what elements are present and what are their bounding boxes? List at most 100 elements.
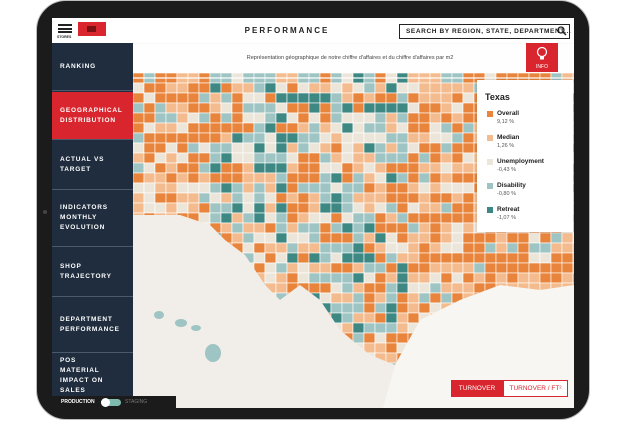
county [374, 202, 387, 214]
county [572, 342, 574, 354]
county [396, 222, 409, 234]
county [374, 152, 387, 164]
county [198, 212, 211, 224]
county [418, 122, 431, 134]
county [473, 302, 486, 314]
county [451, 162, 464, 174]
county [473, 272, 486, 284]
county [517, 362, 530, 365]
county [418, 362, 431, 365]
menu-icon[interactable] [58, 24, 72, 33]
legend-swatch [487, 111, 493, 117]
county [396, 142, 409, 154]
nav-item[interactable]: POS MATERIAL IMPACT ON SALES [52, 353, 133, 398]
county [176, 112, 189, 124]
county [330, 302, 343, 314]
nav-item-active[interactable]: GEOGRAPHICAL DISTRIBUTION [52, 92, 136, 140]
county [275, 252, 288, 264]
nav-label: ACTUAL VS TARGET [60, 155, 105, 173]
county [154, 152, 167, 164]
env-toggle[interactable] [101, 399, 121, 406]
search-box[interactable] [399, 24, 570, 39]
county [550, 332, 563, 344]
county [176, 82, 189, 94]
nav-item[interactable]: RANKING [52, 43, 133, 91]
county [352, 192, 365, 204]
county [176, 162, 189, 174]
county [143, 202, 156, 214]
county [440, 222, 453, 234]
county [275, 242, 288, 254]
logo-mark [87, 26, 96, 32]
nav-item[interactable]: DEPARTMENT PERFORMANCE [52, 297, 133, 353]
county [264, 132, 277, 144]
county [506, 262, 519, 274]
county [352, 162, 365, 174]
county [352, 242, 365, 254]
county [451, 292, 464, 304]
county [407, 222, 420, 234]
county [385, 112, 398, 124]
county [561, 232, 574, 244]
tablet-camera [43, 210, 47, 214]
county [231, 162, 244, 174]
nav-item[interactable]: ACTUAL VS TARGET [52, 140, 133, 190]
county [396, 342, 409, 354]
county [506, 302, 519, 314]
county [341, 252, 354, 264]
county [319, 122, 332, 134]
county [484, 362, 497, 365]
county [143, 172, 156, 184]
county [198, 182, 211, 194]
county [341, 322, 354, 334]
county [264, 102, 277, 114]
county [418, 162, 431, 174]
nav-item[interactable]: INDICATORS MONTHLY EVOLUTION [52, 190, 133, 247]
turnover-button[interactable]: TURNOVER [451, 380, 503, 397]
county [429, 132, 442, 144]
county [473, 282, 486, 294]
county [396, 172, 409, 184]
county [363, 262, 376, 274]
county [363, 292, 376, 304]
county [341, 122, 354, 134]
county [418, 342, 431, 354]
county [451, 152, 464, 164]
county [495, 242, 508, 254]
county [462, 292, 475, 304]
county [385, 182, 398, 194]
county [429, 82, 442, 94]
county [385, 162, 398, 174]
county [407, 162, 420, 174]
menu-icon-bar [58, 28, 72, 30]
county [418, 152, 431, 164]
county [451, 352, 464, 364]
subtitle-band [133, 43, 574, 73]
county [407, 252, 420, 264]
county [319, 142, 332, 154]
county [374, 222, 387, 234]
turnover-ft-button[interactable]: TURNOVER / FT² [503, 380, 568, 397]
county [440, 182, 453, 194]
county [572, 172, 574, 184]
county [209, 82, 222, 94]
county [396, 272, 409, 284]
county [396, 252, 409, 264]
county [462, 242, 475, 254]
county [319, 102, 332, 114]
county [396, 202, 409, 214]
county [561, 272, 574, 284]
county [374, 262, 387, 274]
county [473, 292, 486, 304]
county [550, 352, 563, 364]
county [154, 112, 167, 124]
nav-item[interactable]: SHOP TRAJECTORY [52, 247, 133, 297]
county [550, 242, 563, 254]
county [154, 132, 167, 144]
county [473, 332, 486, 344]
county [440, 132, 453, 144]
county [319, 92, 332, 104]
county [220, 82, 233, 94]
county [396, 122, 409, 134]
county [517, 282, 530, 294]
